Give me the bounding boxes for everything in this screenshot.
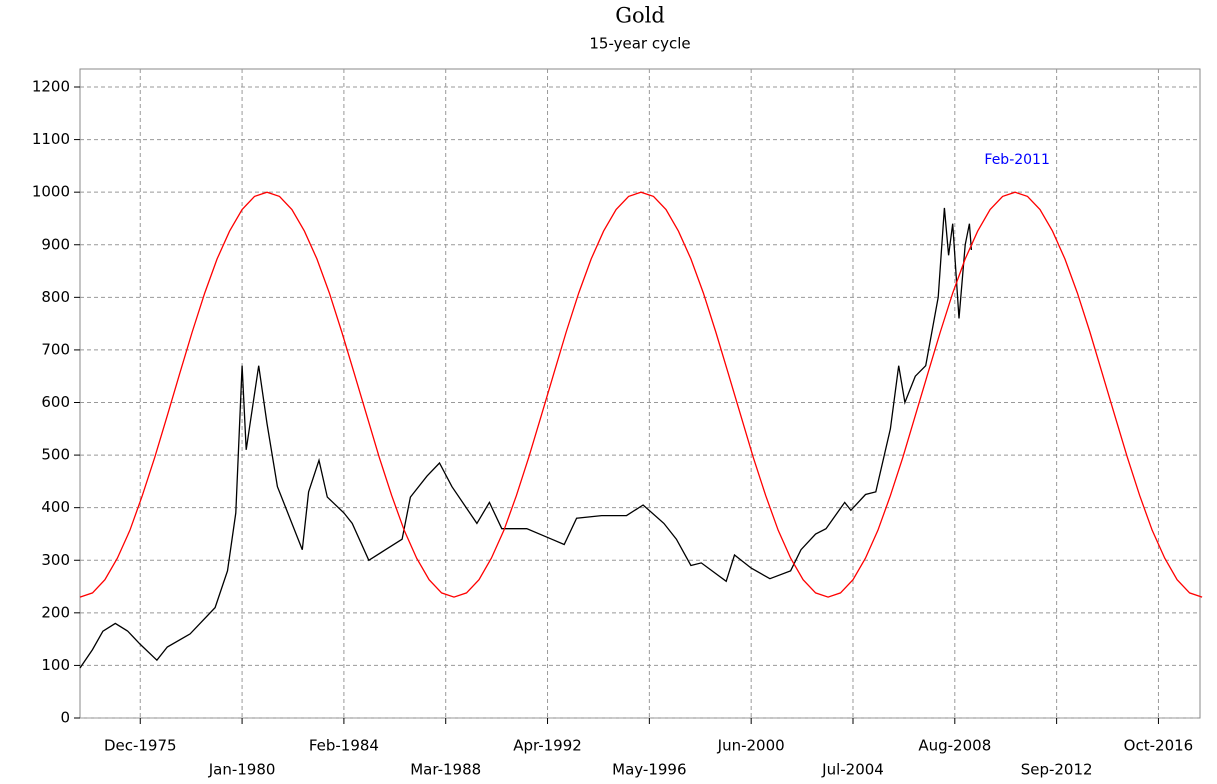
y-tick-label: 100: [41, 656, 70, 674]
y-tick-label: 1100: [32, 130, 70, 148]
series-line: [79, 207, 973, 669]
x-tick-label: Sep-2012: [1021, 761, 1093, 779]
x-tick-label: Jan-1980: [208, 761, 276, 779]
x-tick-label: Feb-1984: [309, 737, 379, 755]
x-tick-label: Mar-1988: [410, 761, 481, 779]
x-tick-label: Dec-1975: [104, 737, 177, 755]
y-tick-label: 700: [41, 340, 70, 358]
y-tick-label: 900: [41, 235, 70, 253]
y-tick-label: 300: [41, 551, 70, 569]
x-tick-label: Jun-2000: [717, 737, 785, 755]
annotation: Feb-2011: [984, 152, 1049, 168]
y-tick-label: 500: [41, 446, 70, 464]
y-tick-label: 1200: [32, 78, 70, 96]
x-tick-label: Apr-1992: [513, 737, 582, 755]
series-line: [79, 191, 1203, 598]
x-tick-label: Aug-2008: [918, 737, 991, 755]
x-tick-label: Oct-2016: [1124, 737, 1194, 755]
y-tick-label: 0: [60, 709, 70, 727]
chart-title: Gold: [615, 4, 665, 28]
x-tick-label: May-1996: [612, 761, 686, 779]
y-tick-label: 1000: [32, 183, 70, 201]
x-tick-label: Jul-2004: [821, 761, 884, 779]
y-tick-label: 600: [41, 393, 70, 411]
y-tick-label: 400: [41, 498, 70, 516]
y-tick-label: 800: [41, 288, 70, 306]
y-tick-label: 200: [41, 603, 70, 621]
chart-subtitle: 15-year cycle: [589, 35, 690, 53]
